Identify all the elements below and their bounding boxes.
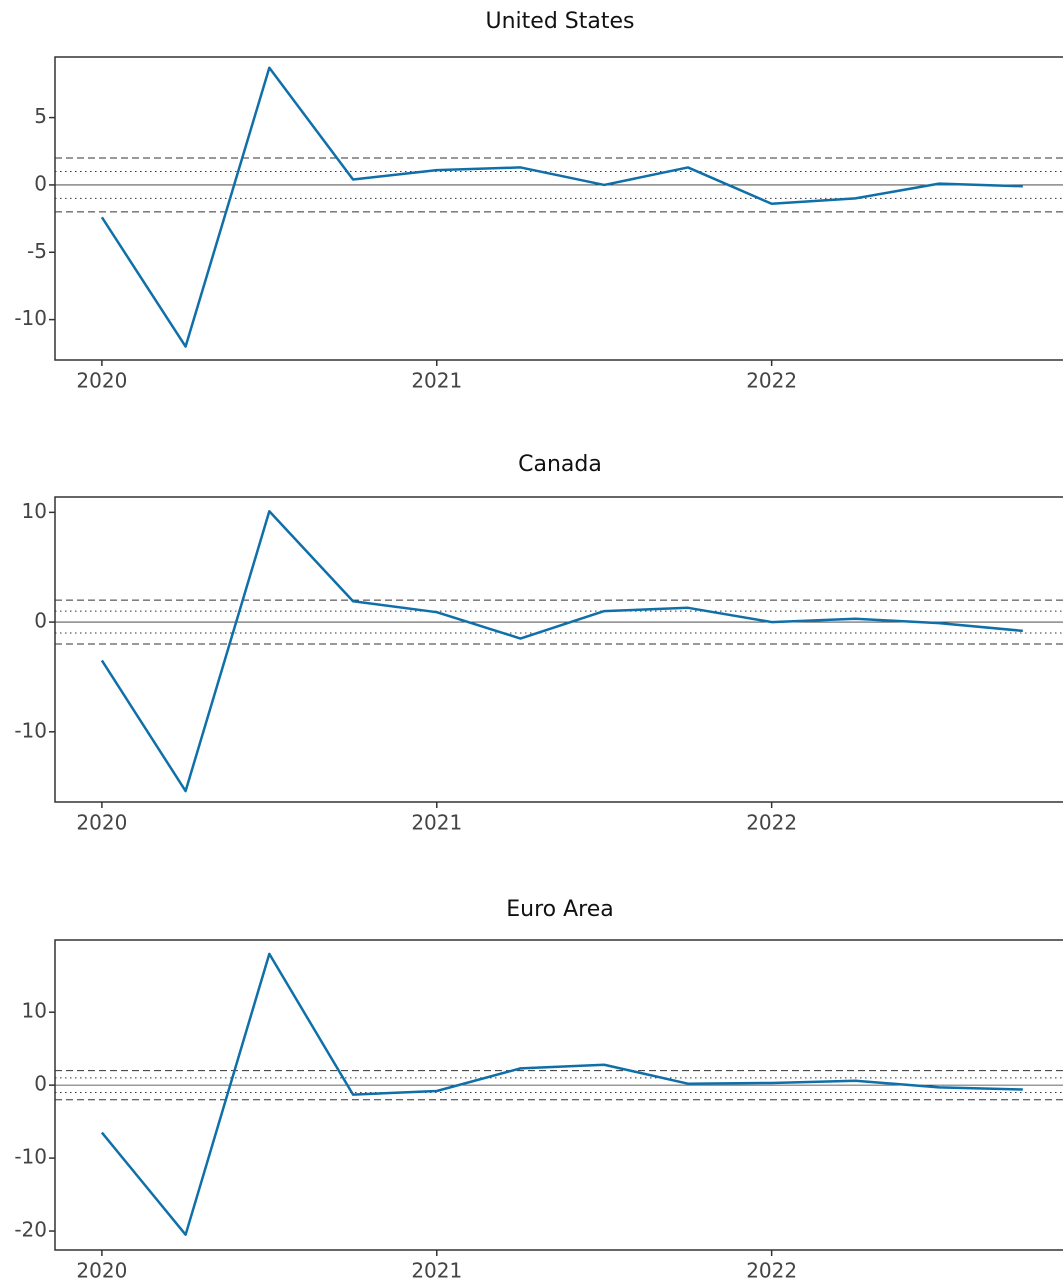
y-tick-label: -5: [27, 239, 47, 263]
x-tick-label: 2022: [746, 369, 797, 393]
x-tick-label: 2020: [76, 811, 127, 835]
x-tick-label: 2021: [411, 1259, 462, 1278]
x-tick-label: 2021: [411, 811, 462, 835]
series-line: [100, 952, 1023, 1236]
series-line: [100, 66, 1023, 348]
x-tick-label: 2021: [411, 369, 462, 393]
y-tick-label: -10: [14, 1145, 47, 1169]
y-tick-label: 5: [34, 104, 47, 128]
y-tick-label: -10: [14, 718, 47, 742]
axes-frame: [54, 496, 1063, 803]
chart-title: Canada: [518, 452, 602, 477]
y-tick-label: -10: [14, 306, 47, 330]
chart-title: United States: [486, 9, 635, 34]
y-tick-label: 10: [22, 499, 47, 523]
y-tick-label: 0: [34, 609, 47, 633]
x-tick-label: 2020: [76, 1259, 127, 1278]
x-tick-label: 2022: [746, 1259, 797, 1278]
axes-frame: [54, 939, 1063, 1251]
series-line: [100, 510, 1023, 793]
axes-frame: [54, 56, 1063, 361]
y-tick-label: 10: [22, 999, 47, 1023]
chart-title: Euro Area: [506, 897, 614, 922]
x-tick-label: 2020: [76, 369, 127, 393]
y-tick-label: 0: [34, 1072, 47, 1096]
x-tick-label: 2022: [746, 811, 797, 835]
y-tick-label: 0: [34, 171, 47, 195]
y-tick-label: -20: [14, 1218, 47, 1242]
